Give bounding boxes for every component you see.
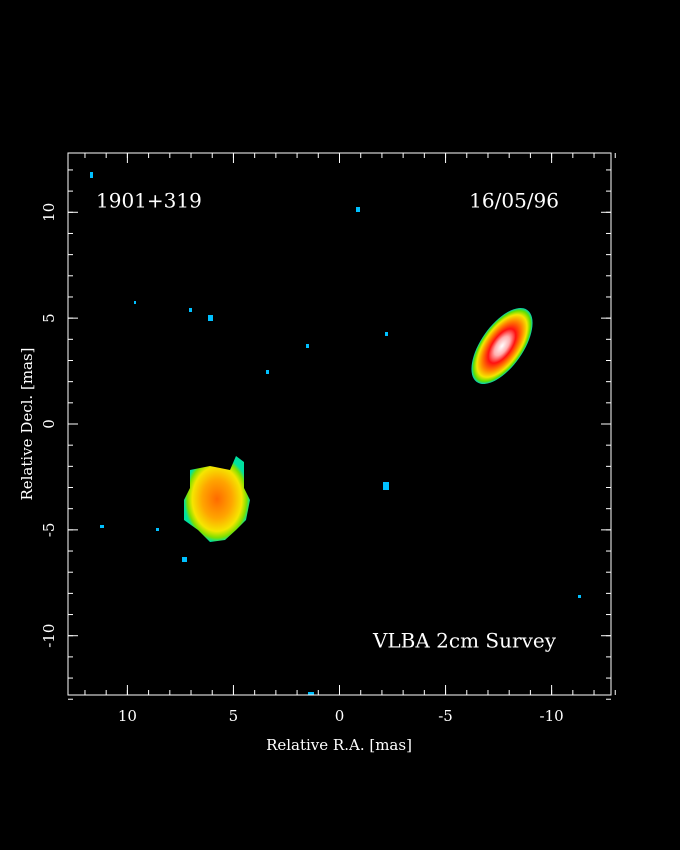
x-tick-label: 5 [229,707,239,725]
plot-frame [67,152,612,696]
sky-map [90,172,581,695]
y-axis-label: Relative Decl. [mas] [18,347,36,500]
y-tick-label: -5 [40,523,58,538]
y-tick-label: 0 [40,419,58,429]
epoch: 16/05/96 [469,189,559,213]
x-tick-label: 0 [335,707,345,725]
source-blob [471,307,533,385]
y-tick-label: 10 [40,203,58,222]
y-tick-label: -10 [40,624,58,648]
y-tick-label: 5 [40,313,58,323]
x-tick-label: -5 [438,707,453,725]
x-tick-label: 10 [118,707,137,725]
survey-label: VLBA 2cm Survey [372,629,557,653]
x-axis-label: Relative R.A. [mas] [266,736,412,754]
source-name: 1901+319 [96,189,202,213]
x-tick-label: -10 [540,707,564,725]
source-blob [184,456,250,542]
noise-specks [90,172,581,695]
